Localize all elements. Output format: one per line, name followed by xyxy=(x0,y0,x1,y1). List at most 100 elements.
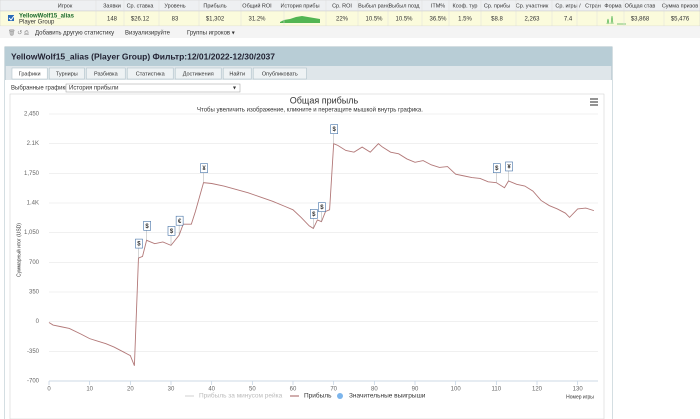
column-header[interactable]: Игрок xyxy=(58,3,73,9)
flag-label: $ xyxy=(320,205,324,211)
flag-label: $ xyxy=(495,166,499,172)
toolbar-button[interactable]: Добавить другую статистику xyxy=(35,31,114,37)
flag[interactable] xyxy=(310,209,318,219)
legend-label[interactable]: Прибыль за минусом рейка xyxy=(199,392,283,400)
column-header[interactable]: Заявки xyxy=(103,3,121,9)
tab[interactable] xyxy=(126,67,174,80)
x-tick-label: 90 xyxy=(412,387,419,393)
tab-label[interactable]: Статистика xyxy=(136,71,166,77)
flag-label: ¥ xyxy=(202,166,206,172)
x-tick-label: 60 xyxy=(290,387,297,393)
flag-label: $ xyxy=(332,127,336,133)
tab-label[interactable]: Опубликовать xyxy=(262,71,298,77)
dropdown-arrow[interactable]: ▾ xyxy=(233,86,236,92)
table-cell: $3,868 xyxy=(631,17,650,23)
x-axis-label: Номер игры xyxy=(566,394,594,400)
toolbar-button[interactable]: Группы игроков ▾ xyxy=(187,31,235,37)
column-header[interactable]: Форма xyxy=(604,3,622,9)
selector[interactable] xyxy=(65,83,241,93)
tab-label[interactable]: Турниры xyxy=(56,71,78,77)
column-header[interactable]: Выбыл рано xyxy=(358,3,390,9)
flag[interactable] xyxy=(167,226,176,236)
table-cell: 22% xyxy=(336,17,349,23)
y-tick-label: 1.4K xyxy=(27,201,39,207)
flag[interactable] xyxy=(330,124,338,134)
flag[interactable] xyxy=(493,163,501,173)
tab-label[interactable]: Достижения xyxy=(183,71,214,77)
flag-label: $ xyxy=(137,242,141,248)
table-cell: 148 xyxy=(107,17,118,23)
y-tick-label: 2,450 xyxy=(24,112,40,118)
icon[interactable]: 🗑 ↺ ⎙ xyxy=(8,29,29,37)
flag[interactable] xyxy=(135,238,143,249)
column-header[interactable]: Стран xyxy=(585,3,601,9)
menu-button[interactable] xyxy=(590,98,598,106)
table-cell: 83 xyxy=(172,17,179,23)
flag[interactable] xyxy=(175,215,184,226)
flag[interactable] xyxy=(318,202,326,212)
flag-label: ¥ xyxy=(507,165,511,171)
column-header[interactable]: Выбыл позд xyxy=(388,3,420,9)
column-header[interactable]: История прибы xyxy=(280,3,319,9)
toolbar-button[interactable]: Визуализируйте xyxy=(125,30,171,37)
y-tick-label: 350 xyxy=(29,290,40,296)
y-tick-label: -350 xyxy=(27,349,40,355)
tab-label[interactable]: Найти xyxy=(229,70,245,77)
x-tick-label: 110 xyxy=(492,387,502,393)
x-tick-label: 120 xyxy=(532,387,543,393)
table-cell: $26.12 xyxy=(131,17,150,23)
table-cell: 2,263 xyxy=(524,17,540,23)
table-cell: 36.5% xyxy=(429,17,447,23)
x-tick-label: 70 xyxy=(330,387,337,393)
x-tick-label: 30 xyxy=(168,387,175,393)
flag[interactable] xyxy=(200,163,208,173)
tab-label[interactable]: Графики xyxy=(19,71,41,77)
column-header[interactable]: Ср. ROI xyxy=(332,3,352,9)
player-name[interactable]: YellowWolf15_alias xyxy=(19,14,75,20)
tab[interactable] xyxy=(86,67,126,80)
table-cell: $1,302 xyxy=(206,17,225,23)
y-tick-label: 1,750 xyxy=(24,171,40,177)
x-tick-label: 80 xyxy=(371,387,378,393)
column-header[interactable]: Ср. прибы xyxy=(484,3,510,9)
column-header[interactable]: Общий ROI xyxy=(242,2,272,9)
column-header[interactable]: Сумма призов xyxy=(662,3,698,9)
y-tick-label: 0 xyxy=(36,319,40,325)
tab[interactable] xyxy=(174,67,222,80)
flag[interactable] xyxy=(505,161,513,172)
y-tick-label: 2.1K xyxy=(27,141,39,147)
column-header[interactable]: Ср. игры / xyxy=(555,3,581,9)
legend-label[interactable]: Значительные выигрыши xyxy=(349,393,426,400)
tab[interactable] xyxy=(222,67,252,80)
table-cell: 7.4 xyxy=(564,17,573,23)
tab[interactable] xyxy=(48,67,85,80)
form-sparkline xyxy=(606,15,626,25)
column-header[interactable]: Ср. ставка xyxy=(127,3,155,9)
column-header[interactable]: Коэф. тур xyxy=(453,3,478,9)
chart-title: Общая прибыль xyxy=(290,95,359,105)
table-cell: 10.5% xyxy=(365,17,383,23)
table-cell: 10.5% xyxy=(395,17,413,23)
x-tick-label: 50 xyxy=(249,387,256,393)
column-header[interactable]: Прибыль xyxy=(203,3,226,9)
flag[interactable] xyxy=(143,220,151,231)
tab-label[interactable]: Разбивка xyxy=(94,71,119,77)
x-tick-label: 10 xyxy=(86,387,93,393)
sparkline xyxy=(280,16,320,23)
legend-label[interactable]: Прибыль xyxy=(304,392,332,400)
legend-symbol[interactable] xyxy=(337,393,343,399)
table-cell: 31.2% xyxy=(248,17,266,23)
column-header[interactable]: Ср. участник xyxy=(516,3,549,9)
panel-title: YellowWolf15_alias (Player Group) Фильтр… xyxy=(11,51,275,61)
tab[interactable] xyxy=(252,67,307,80)
y-tick-label: 700 xyxy=(29,260,40,266)
y-tick-label: -700 xyxy=(27,379,40,385)
chart-subtitle: Чтобы увеличить изображение, кликните и … xyxy=(197,107,423,114)
x-tick-label: 130 xyxy=(573,387,584,393)
selector-value[interactable]: История прибыли xyxy=(69,86,118,92)
tab[interactable] xyxy=(11,67,48,80)
column-header[interactable]: ITM% xyxy=(431,3,445,9)
column-header[interactable]: Общая став xyxy=(625,3,656,9)
column-header[interactable]: Уровень xyxy=(164,3,185,9)
